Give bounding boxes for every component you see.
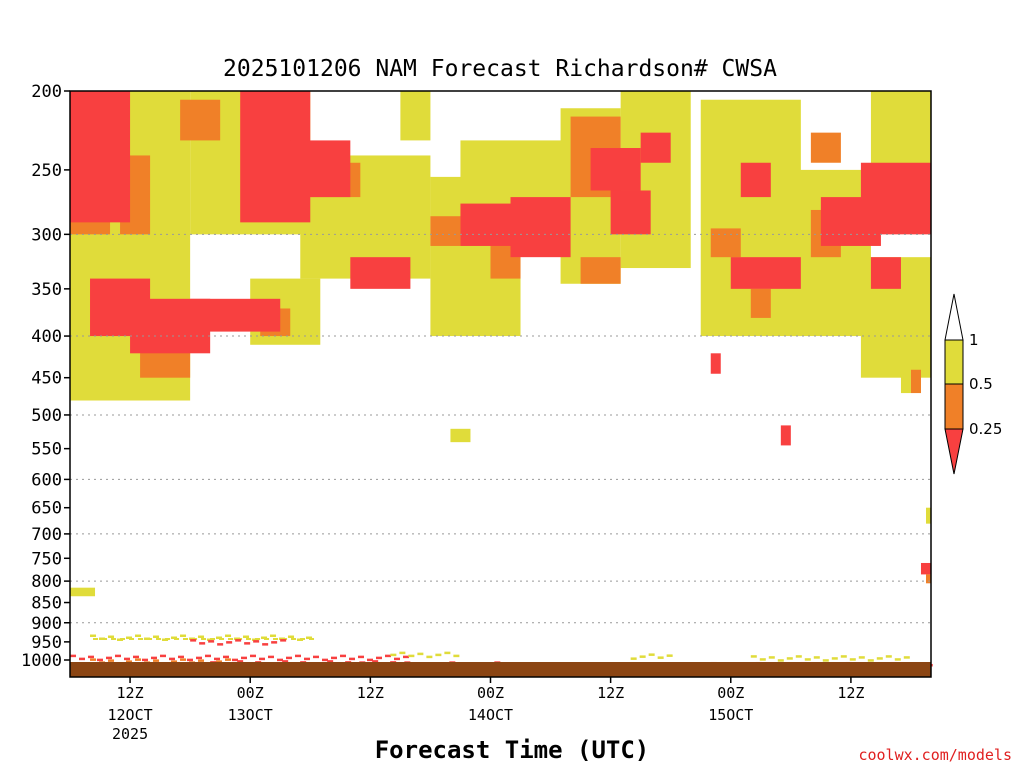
legend-swatch-mid xyxy=(944,383,964,430)
y-tick-label: 350 xyxy=(31,280,62,300)
y-tick-label: 650 xyxy=(31,499,62,519)
x-tick-sublabel: 13OCT xyxy=(228,706,273,724)
legend-swatch-above-1 xyxy=(944,293,964,341)
legend-swatch-high xyxy=(944,339,964,385)
ri-region-11 xyxy=(870,91,931,170)
ri-region-23 xyxy=(710,228,741,258)
ri-region-24 xyxy=(750,288,771,318)
y-tick-label: 500 xyxy=(31,406,62,426)
ri-region-37 xyxy=(590,148,641,191)
ri-region-38 xyxy=(610,190,651,235)
y-tick-label: 600 xyxy=(31,470,62,490)
ri-region-28 xyxy=(70,91,131,223)
y-tick-label: 850 xyxy=(31,594,62,614)
ri-region-36 xyxy=(510,197,571,258)
y-axis: 200 250 300 350 400 450 500 550 600 650 700 750 8008… xyxy=(21,82,70,671)
ri-region-31 xyxy=(190,298,281,332)
legend: 1 0.5 0.25 xyxy=(944,293,1002,475)
ri-region-49 xyxy=(910,369,921,394)
credit-text: coolwx.com/models xyxy=(858,746,1012,764)
ri-streak-10 xyxy=(750,655,910,662)
ri-region-51 xyxy=(920,562,931,575)
y-tick-label: 900 xyxy=(31,614,62,634)
chart-title: 2025101206 NAM Forecast Richardson# CWSA xyxy=(223,56,777,82)
x-tick-sublabel: 15OCT xyxy=(708,706,753,724)
ri-region-40 xyxy=(730,257,801,289)
ri-region-52 xyxy=(925,574,931,584)
x-tick-sublabel: 12OCT xyxy=(107,706,152,724)
ri-region-34 xyxy=(350,257,411,289)
x-tick-label: 12Z xyxy=(357,684,384,702)
ri-region-48 xyxy=(900,369,911,394)
ri-region-25 xyxy=(810,132,841,163)
ri-streak-2 xyxy=(70,654,409,662)
plot-data xyxy=(70,91,933,677)
x-tick-label: 00Z xyxy=(717,684,744,702)
ri-region-43 xyxy=(860,162,931,235)
y-tick-label: 700 xyxy=(31,525,62,545)
legend-label: 0.5 xyxy=(969,375,993,393)
legend-label: 0.25 xyxy=(969,420,1002,438)
ri-region-53 xyxy=(70,587,96,597)
ground-fill xyxy=(70,662,931,677)
y-tick-label: 250 xyxy=(31,161,62,181)
ri-region-22 xyxy=(580,257,621,284)
ri-region-39 xyxy=(640,132,671,163)
ri-region-19 xyxy=(430,216,461,246)
y-tick-label: 550 xyxy=(31,440,62,460)
plot-frame xyxy=(69,90,932,678)
x-tick-label: 12Z xyxy=(597,684,624,702)
ri-region-50 xyxy=(925,507,931,524)
y-tick-label: 300 xyxy=(31,225,62,245)
ri-streak-1 xyxy=(190,639,287,646)
y-tick-label: 800 xyxy=(31,572,62,592)
y-tick-label: 400 xyxy=(31,327,62,347)
ri-region-16 xyxy=(180,99,221,141)
y-tick-label: 750 xyxy=(31,549,62,569)
ri-region-9 xyxy=(700,99,801,337)
ri-region-41 xyxy=(740,162,771,198)
y-tick-label: 200 xyxy=(31,82,62,102)
y-tick-label: 1000 xyxy=(21,651,62,671)
x-tick-label: 00Z xyxy=(237,684,264,702)
ri-region-44 xyxy=(870,257,901,289)
x-tick-label: 00Z xyxy=(477,684,504,702)
ri-streak-8 xyxy=(390,651,460,659)
ri-region-46 xyxy=(780,425,791,446)
ri-region-47 xyxy=(710,353,721,374)
x-tick-label: 12Z xyxy=(117,684,144,702)
x-axis-label: Forecast Time (UTC) xyxy=(375,736,650,764)
x-tick-label: 12Z xyxy=(837,684,864,702)
y-tick-label: 450 xyxy=(31,369,62,389)
ri-streak-0 xyxy=(90,634,315,642)
ri-region-4 xyxy=(400,91,431,141)
x-tick-sublabel: 14OCT xyxy=(468,706,513,724)
legend-swatch-low xyxy=(944,428,964,475)
ri-region-33 xyxy=(290,140,351,198)
x-tick-sublabel: 2025 xyxy=(112,725,148,743)
ri-streak-9 xyxy=(630,653,673,660)
ri-region-45 xyxy=(450,428,471,443)
legend-label: 1 xyxy=(969,331,979,349)
y-tick-label: 950 xyxy=(31,633,62,653)
